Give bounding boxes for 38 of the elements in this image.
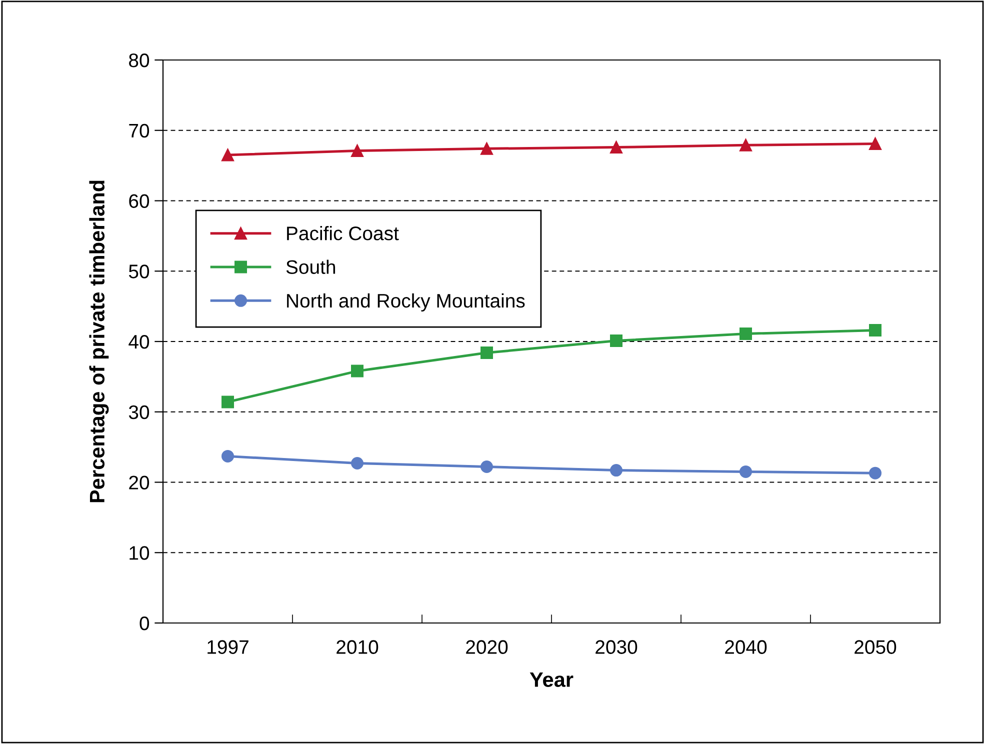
y-tick-label: 50	[128, 264, 150, 278]
y-axis-title: Percentage of private timberland	[89, 180, 109, 502]
y-tick-label: 40	[128, 334, 150, 349]
x-tick-label: 2050	[854, 640, 896, 654]
point	[869, 324, 882, 336]
point	[351, 144, 364, 158]
point	[610, 141, 622, 154]
x-tick-label: 2040	[725, 640, 767, 654]
y-tick-label: 60	[129, 194, 150, 208]
y-tick-label: 20	[129, 476, 150, 490]
y-tick-label: 10	[130, 546, 150, 560]
point	[351, 457, 364, 470]
point	[740, 138, 752, 152]
point	[869, 466, 882, 480]
point	[740, 328, 752, 340]
point	[610, 464, 622, 477]
x-tick-label: 2020	[466, 640, 508, 654]
x-tick-label: 2030	[596, 640, 638, 654]
point	[610, 334, 622, 348]
point	[480, 346, 493, 360]
x-tick-label: 2010	[336, 640, 378, 654]
legend-label: North and Rocky Mountains	[287, 293, 525, 312]
point	[480, 142, 493, 155]
legend-label: South	[286, 260, 336, 274]
legend-label: Pacific Coast	[287, 226, 399, 240]
y-tick-label: 80	[129, 53, 150, 68]
point	[222, 148, 234, 162]
y-tick-label: 30	[128, 405, 150, 420]
point	[222, 450, 234, 462]
x-axis-title: Year	[530, 672, 574, 687]
point	[869, 137, 882, 150]
point	[740, 465, 752, 478]
x-tick-label: 1997	[208, 640, 248, 654]
y-tick-label: 70	[129, 124, 150, 138]
point	[480, 460, 493, 474]
point	[351, 364, 364, 378]
point	[222, 396, 234, 408]
y-tick-label: 0	[140, 616, 150, 630]
